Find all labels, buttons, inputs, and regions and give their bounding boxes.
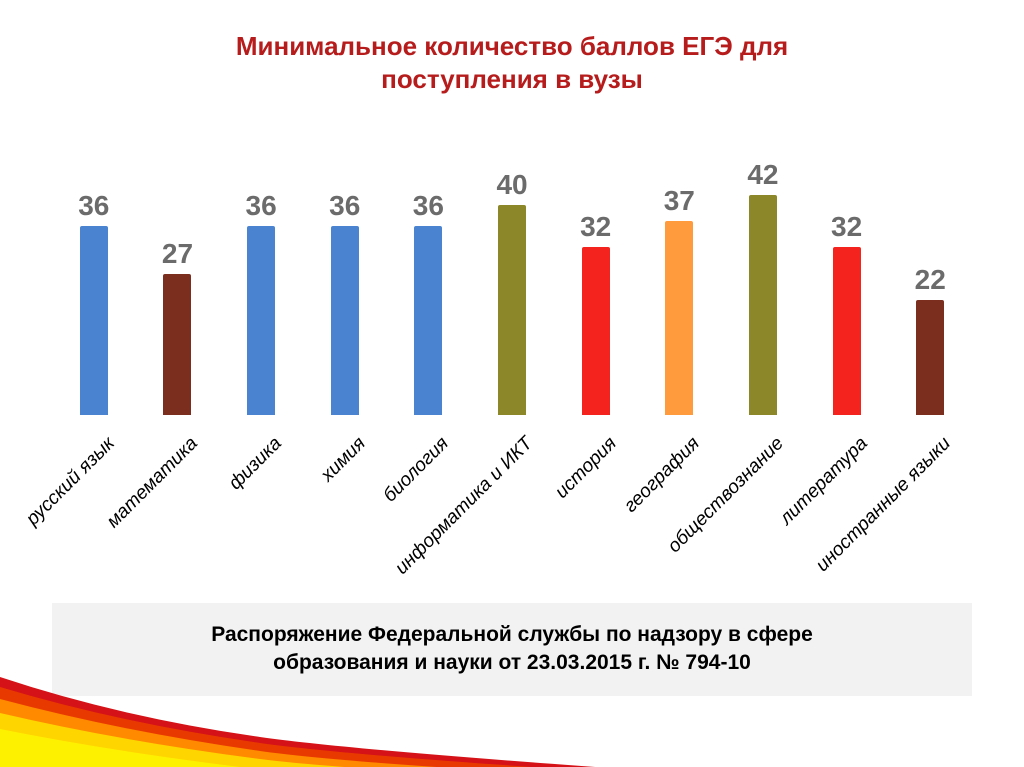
category-label: биология bbox=[438, 433, 454, 449]
category-labels: русский язык математика физика химия биологи… bbox=[52, 423, 972, 583]
bar-slot: 37 bbox=[637, 115, 721, 415]
footer-note: Распоряжение Федеральной службы по надзо… bbox=[52, 603, 972, 696]
bar-slot: 40 bbox=[470, 115, 554, 415]
bar-chart: 3627363636403237423222 bbox=[52, 115, 972, 415]
category-label: обществознание bbox=[773, 433, 789, 449]
chart-title-line2: поступления в вузы bbox=[381, 64, 643, 94]
bar-slot: 36 bbox=[52, 115, 136, 415]
bar-slot: 36 bbox=[303, 115, 387, 415]
category-label-slot: математика bbox=[136, 423, 220, 583]
bar bbox=[414, 226, 442, 415]
bar-slot: 32 bbox=[554, 115, 638, 415]
bar bbox=[247, 226, 275, 415]
bar-slot: 32 bbox=[805, 115, 889, 415]
bar-value-label: 22 bbox=[888, 264, 972, 296]
footer-line1: Распоряжение Федеральной службы по надзо… bbox=[211, 623, 813, 646]
bar bbox=[833, 247, 861, 415]
category-label: математика bbox=[187, 433, 203, 449]
footer-line2: образования и науки от 23.03.2015 г. № 7… bbox=[273, 651, 751, 674]
bar-slot: 27 bbox=[136, 115, 220, 415]
bar bbox=[749, 195, 777, 415]
bar bbox=[163, 274, 191, 415]
chart-title: Минимальное количество баллов ЕГЭ для по… bbox=[0, 30, 1024, 95]
bar bbox=[498, 205, 526, 415]
bar-value-label: 40 bbox=[470, 169, 554, 201]
bar-value-label: 32 bbox=[805, 211, 889, 243]
category-label-slot: информатика и ИКТ bbox=[470, 423, 554, 583]
category-label: иностранные языки bbox=[940, 433, 956, 449]
category-label-slot: физика bbox=[219, 423, 303, 583]
chart-title-line1: Минимальное количество баллов ЕГЭ для bbox=[236, 31, 788, 61]
bar bbox=[665, 221, 693, 415]
bar-value-label: 27 bbox=[136, 238, 220, 270]
bar-value-label: 36 bbox=[303, 190, 387, 222]
bar bbox=[80, 226, 108, 415]
bar-value-label: 37 bbox=[637, 185, 721, 217]
category-label: русский язык bbox=[104, 433, 120, 449]
bar-value-label: 32 bbox=[554, 211, 638, 243]
bar-slot: 42 bbox=[721, 115, 805, 415]
category-label: география bbox=[689, 433, 705, 449]
category-label: физика bbox=[271, 433, 287, 449]
category-label-slot: химия bbox=[303, 423, 387, 583]
bar-slot: 36 bbox=[219, 115, 303, 415]
bar bbox=[916, 300, 944, 415]
bar-value-label: 36 bbox=[52, 190, 136, 222]
slide: Минимальное количество баллов ЕГЭ для по… bbox=[0, 30, 1024, 767]
bar-slot: 36 bbox=[387, 115, 471, 415]
category-label: история bbox=[606, 433, 622, 449]
bar-value-label: 36 bbox=[219, 190, 303, 222]
bars-container: 3627363636403237423222 bbox=[52, 115, 972, 415]
bar-slot: 22 bbox=[888, 115, 972, 415]
category-label: химия bbox=[355, 433, 371, 449]
bar-value-label: 42 bbox=[721, 159, 805, 191]
category-label-slot: иностранные языки bbox=[888, 423, 972, 583]
category-label: информатика и ИКТ bbox=[522, 433, 538, 449]
bar bbox=[582, 247, 610, 415]
category-label: литература bbox=[857, 433, 873, 449]
bar bbox=[331, 226, 359, 415]
bar-value-label: 36 bbox=[387, 190, 471, 222]
